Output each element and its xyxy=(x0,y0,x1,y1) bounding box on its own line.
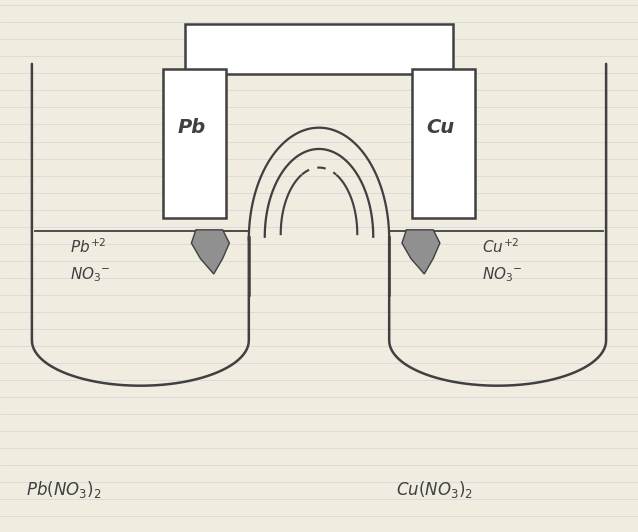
Text: $\mathit{Cu(NO_3)_2}$: $\mathit{Cu(NO_3)_2}$ xyxy=(396,479,473,500)
Polygon shape xyxy=(191,230,230,274)
Text: $\mathit{Pb(NO_3)_2}$: $\mathit{Pb(NO_3)_2}$ xyxy=(26,479,101,500)
Polygon shape xyxy=(402,230,440,274)
Text: $\mathit{NO_3}^{-}$: $\mathit{NO_3}^{-}$ xyxy=(70,265,111,284)
Text: Cu: Cu xyxy=(426,118,454,137)
Polygon shape xyxy=(412,69,475,218)
Text: Pb: Pb xyxy=(177,118,205,137)
Text: $\mathit{Pb}^{+2}$: $\mathit{Pb}^{+2}$ xyxy=(70,237,107,256)
Text: $\mathit{NO_3}^{-}$: $\mathit{NO_3}^{-}$ xyxy=(482,265,523,284)
Polygon shape xyxy=(163,69,226,218)
Polygon shape xyxy=(185,24,453,74)
Text: $\mathit{Cu}^{+2}$: $\mathit{Cu}^{+2}$ xyxy=(482,237,519,256)
